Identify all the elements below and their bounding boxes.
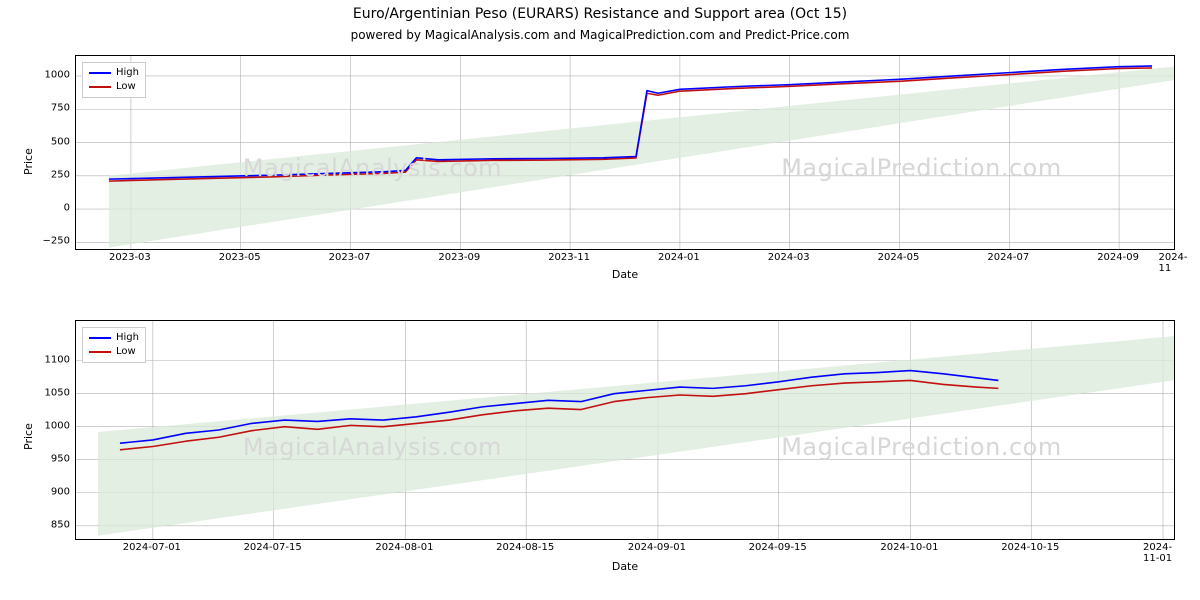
xtick-label: 2024-03	[768, 252, 810, 263]
legend-label: High	[116, 331, 139, 345]
xtick-label: 2023-07	[329, 252, 371, 263]
top-chart-xlabel: Date	[75, 268, 1175, 281]
xtick-label: 2024-11	[1158, 252, 1187, 274]
xtick-label: 2024-09-01	[628, 542, 686, 553]
xtick-label: 2023-03	[109, 252, 151, 263]
legend-swatch	[89, 86, 111, 88]
ytick-label: 250	[30, 169, 70, 180]
xtick-label: 2024-10-01	[880, 542, 938, 553]
top-chart-legend: HighLow	[82, 62, 146, 98]
ytick-label: −250	[30, 236, 70, 247]
legend-item: Low	[89, 80, 139, 94]
chart-subtitle: powered by MagicalAnalysis.com and Magic…	[0, 28, 1200, 42]
xtick-label: 2024-07-01	[123, 542, 181, 553]
figure: Euro/Argentinian Peso (EURARS) Resistanc…	[0, 0, 1200, 600]
ytick-label: 0	[30, 203, 70, 214]
xtick-label: 2023-09	[438, 252, 480, 263]
ytick-label: 850	[30, 519, 70, 530]
top-chart-svg	[76, 56, 1174, 249]
legend-swatch	[89, 337, 111, 339]
xtick-label: 2024-07-15	[244, 542, 302, 553]
ytick-label: 1000	[30, 420, 70, 431]
chart-title: Euro/Argentinian Peso (EURARS) Resistanc…	[0, 6, 1200, 22]
ytick-label: 1000	[30, 69, 70, 80]
legend-label: High	[116, 66, 139, 80]
ytick-label: 900	[30, 486, 70, 497]
xtick-label: 2024-09	[1097, 252, 1139, 263]
xtick-label: 2024-09-15	[749, 542, 807, 553]
legend-swatch	[89, 351, 111, 353]
ytick-label: 750	[30, 103, 70, 114]
watermark-bottom-left: MagicalAnalysis.com	[243, 433, 502, 461]
xtick-label: 2024-07	[987, 252, 1029, 263]
xtick-label: 2024-01	[658, 252, 700, 263]
watermark-top-left: MagicalAnalysis.com	[243, 154, 502, 182]
legend-label: Low	[116, 80, 136, 94]
xtick-label: 2023-05	[219, 252, 261, 263]
legend-item: Low	[89, 345, 139, 359]
ytick-label: 950	[30, 453, 70, 464]
bottom-chart-svg	[76, 321, 1174, 539]
ytick-label: 1100	[30, 354, 70, 365]
top-chart-panel: MagicalAnalysis.com MagicalPrediction.co…	[75, 55, 1175, 250]
ytick-label: 1050	[30, 387, 70, 398]
legend-item: High	[89, 331, 139, 345]
xtick-label: 2024-10-15	[1001, 542, 1059, 553]
ytick-label: 500	[30, 136, 70, 147]
xtick-label: 2024-05	[878, 252, 920, 263]
watermark-top-right: MagicalPrediction.com	[781, 154, 1062, 182]
xtick-label: 2024-08-15	[496, 542, 554, 553]
legend-swatch	[89, 72, 111, 74]
xtick-label: 2024-11-01	[1143, 542, 1181, 564]
legend-item: High	[89, 66, 139, 80]
bottom-chart-xlabel: Date	[75, 560, 1175, 573]
bottom-chart-legend: HighLow	[82, 327, 146, 363]
xtick-label: 2024-08-01	[375, 542, 433, 553]
watermark-bottom-right: MagicalPrediction.com	[781, 433, 1062, 461]
legend-label: Low	[116, 345, 136, 359]
xtick-label: 2023-11	[548, 252, 590, 263]
bottom-chart-panel: MagicalAnalysis.com MagicalPrediction.co…	[75, 320, 1175, 540]
